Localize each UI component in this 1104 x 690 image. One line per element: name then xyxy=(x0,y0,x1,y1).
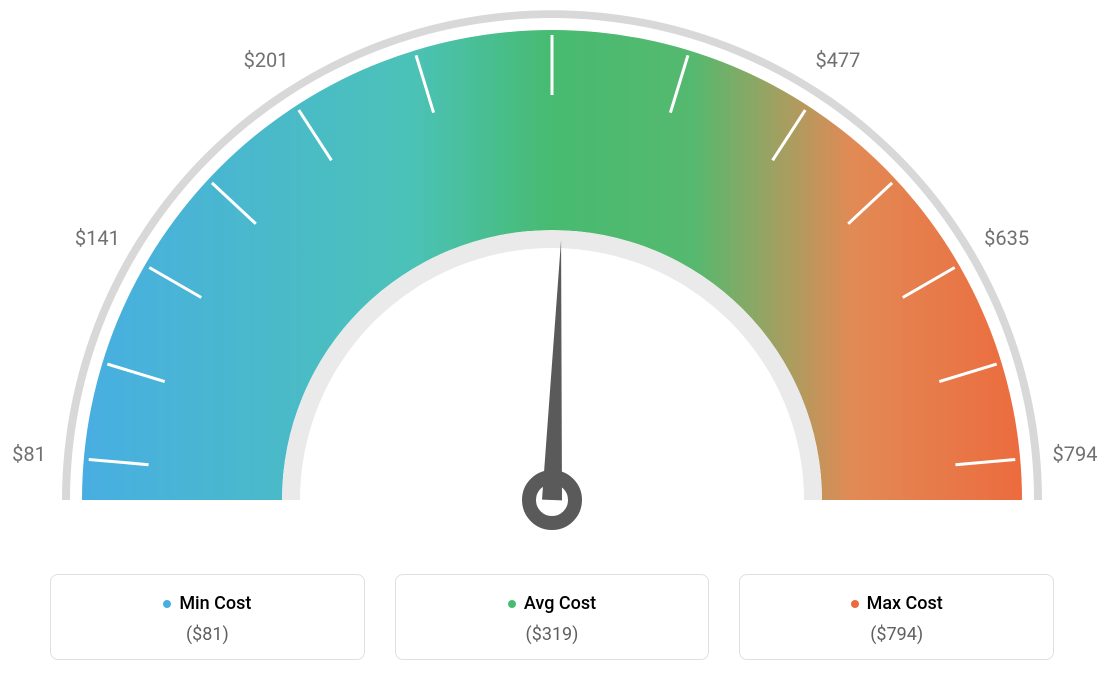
legend-row: Min Cost ($81) Avg Cost ($319) Max Cost … xyxy=(0,574,1104,661)
gauge-tick-label: $635 xyxy=(984,226,1029,250)
legend-avg: Avg Cost ($319) xyxy=(395,574,710,661)
gauge-tick-label: $477 xyxy=(815,48,860,72)
legend-max-dot xyxy=(851,600,859,608)
legend-avg-value: ($319) xyxy=(406,624,699,645)
gauge-tick-label: $794 xyxy=(1053,442,1098,466)
legend-max: Max Cost ($794) xyxy=(739,574,1054,661)
gauge-tick-label: $81 xyxy=(12,442,46,466)
legend-avg-label: Avg Cost xyxy=(524,593,596,614)
legend-avg-label-row: Avg Cost xyxy=(508,593,596,614)
legend-min-label-row: Min Cost xyxy=(163,593,251,614)
gauge-svg xyxy=(0,0,1104,560)
gauge-chart-container: $81$141$201$319$477$635$794 Min Cost ($8… xyxy=(0,0,1104,690)
gauge-tick-label: $201 xyxy=(244,48,289,72)
legend-min-label: Min Cost xyxy=(179,593,251,614)
legend-max-label: Max Cost xyxy=(867,593,943,614)
gauge-tick-label: $141 xyxy=(75,226,120,250)
legend-avg-dot xyxy=(508,600,516,608)
legend-max-label-row: Max Cost xyxy=(851,593,943,614)
legend-min-value: ($81) xyxy=(61,624,354,645)
gauge-area: $81$141$201$319$477$635$794 xyxy=(0,0,1104,560)
legend-min-dot xyxy=(163,600,171,608)
legend-min: Min Cost ($81) xyxy=(50,574,365,661)
legend-max-value: ($794) xyxy=(750,624,1043,645)
